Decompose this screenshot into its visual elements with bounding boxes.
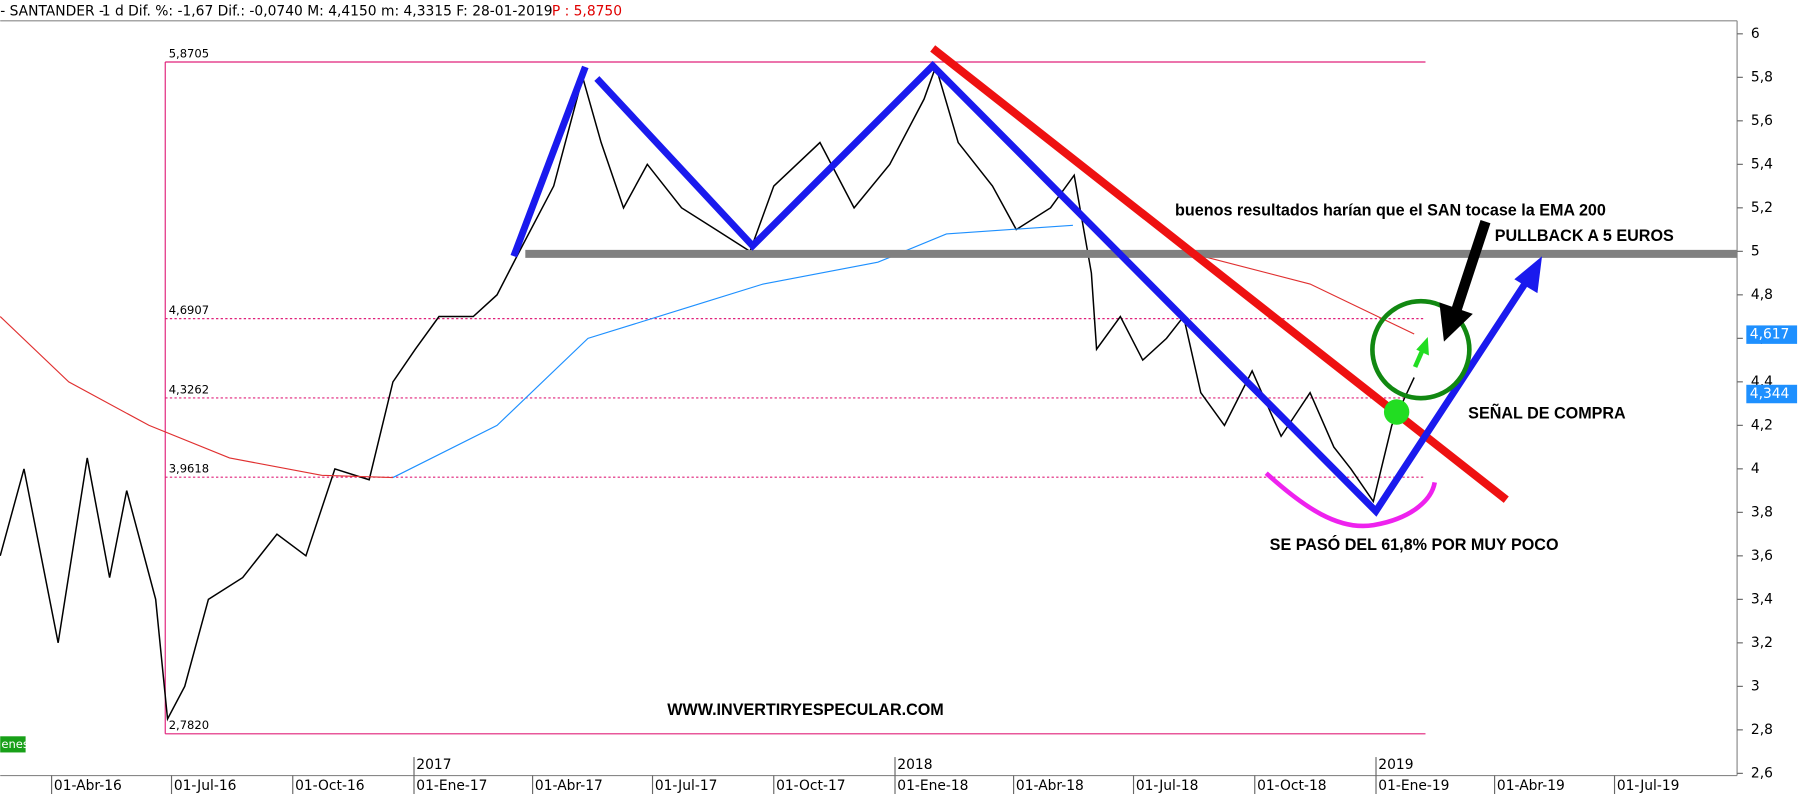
- y-tick-label: 3,6: [1751, 548, 1773, 564]
- annotation: SEÑAL DE COMPRA: [1468, 403, 1626, 423]
- y-tick-label: 5,6: [1751, 113, 1773, 129]
- y-tick-label: 4: [1751, 461, 1760, 477]
- indicator-tag-box: [0, 736, 26, 753]
- fib-label: 4,3262: [169, 382, 209, 396]
- price-tag: [1746, 325, 1798, 344]
- y-tick-label: 4,2: [1751, 417, 1773, 433]
- y-tick-label: 4,8: [1751, 287, 1773, 303]
- x-tick-label: 01-Oct-18: [1257, 778, 1326, 794]
- x-tick-label: 01-Abr-17: [535, 778, 603, 794]
- series-line: [392, 224, 1073, 479]
- price-tag-label: 4,344: [1750, 386, 1790, 402]
- y-tick-label: 3: [1751, 678, 1760, 694]
- drawings: buenos resultados harían que el SAN toca…: [510, 45, 1738, 719]
- y-tick-label: 2,6: [1751, 765, 1773, 781]
- header-symbol: - SANTANDER -: [0, 4, 104, 20]
- series-line: [0, 64, 1415, 722]
- x-tick-label: 01-Abr-19: [1497, 778, 1565, 794]
- price-tag: [1746, 384, 1798, 404]
- fib-label: 4,6907: [169, 303, 209, 317]
- x-tick-label: 01-Abr-18: [1016, 778, 1084, 794]
- y-tick-label: 5,4: [1751, 156, 1773, 172]
- x-tick-label: 01-Ene-18: [897, 778, 968, 794]
- signal-dot: [1383, 399, 1410, 425]
- y-tick-label: 5: [1751, 243, 1760, 259]
- x-tick-label: 01-Oct-17: [776, 778, 845, 794]
- zigzag: [594, 60, 1533, 517]
- plot: 2,62,833,23,43,63,844,24,44,64,855,25,45…: [0, 26, 1798, 794]
- year-label: 2017: [416, 757, 451, 773]
- annotation: PULLBACK A 5 EUROS: [1495, 227, 1674, 245]
- y-tick-label: 5,2: [1751, 200, 1773, 216]
- small-arrow-head: [1416, 336, 1429, 356]
- header-price: P : 5,8750: [552, 4, 622, 20]
- y-tick-label: 3,2: [1751, 635, 1773, 651]
- price-tag-label: 4,617: [1750, 327, 1790, 343]
- x-tick-label: 01-Abr-16: [54, 778, 122, 794]
- annotation: buenos resultados harían que el SAN toca…: [1175, 201, 1606, 219]
- y-tick-label: 5,8: [1751, 69, 1773, 85]
- x-tick-label: 01-Jul-16: [174, 778, 237, 794]
- fib-label: 3,9618: [169, 462, 209, 476]
- x-tick-label: 01-Oct-16: [295, 778, 364, 794]
- zigzag: [510, 65, 589, 258]
- header-fields: 1 d Dif. %: -1,67 Dif.: -0,0740 M: 4,415…: [102, 4, 553, 20]
- series-line: [0, 316, 393, 479]
- y-tick-label: 6: [1751, 26, 1760, 42]
- x-tick-label: 01-Ene-17: [416, 778, 487, 794]
- indicator-tag: enes: [1, 737, 29, 751]
- bottom-curve: [1264, 471, 1437, 529]
- year-label: 2019: [1378, 757, 1413, 773]
- black-arrow-head: [1439, 302, 1473, 342]
- series-line: [1183, 250, 1415, 335]
- y-tick-label: 2,8: [1751, 722, 1773, 738]
- y-tick-label: 3,4: [1751, 591, 1773, 607]
- y-tick-label: 3,8: [1751, 504, 1773, 520]
- black-arrow: [1451, 219, 1491, 311]
- year-label: 2018: [897, 757, 932, 773]
- fib-label: 2,7820: [169, 718, 209, 732]
- annotation: SE PASÓ DEL 61,8% POR MUY POCO: [1270, 535, 1559, 554]
- x-tick-label: 01-Ene-19: [1378, 778, 1449, 794]
- header-bar: [0, 0, 1810, 21]
- x-tick-label: 01-Jul-17: [655, 778, 718, 794]
- x-tick-label: 01-Jul-19: [1617, 778, 1680, 794]
- x-tick-label: 01-Jul-18: [1136, 778, 1199, 794]
- website: WWW.INVERTIRYESPECULAR.COM: [667, 701, 943, 719]
- arrow-head: [1514, 256, 1543, 294]
- highlight-circle: [1370, 298, 1472, 401]
- trend-line: [930, 45, 1509, 503]
- fib-label: 5,8705: [169, 46, 209, 60]
